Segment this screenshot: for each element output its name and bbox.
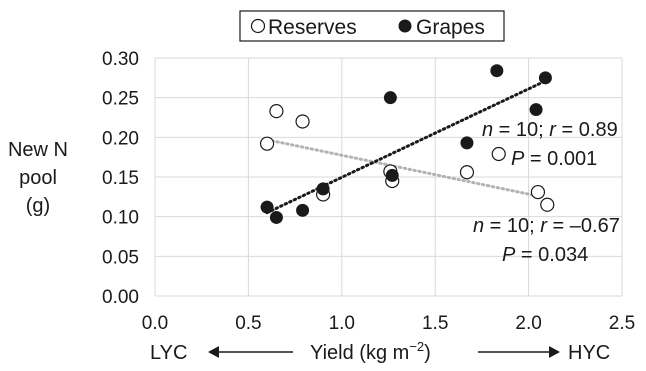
x-axis-title-close: ) xyxy=(424,342,431,364)
axis-left-label: LYC xyxy=(150,342,187,364)
x-tick-label: 0.5 xyxy=(235,313,261,334)
x-tick-label: 1.5 xyxy=(422,313,448,334)
grapes-stats-line-2: P = 0.001 xyxy=(511,148,597,170)
grapes-point xyxy=(316,182,330,196)
reserves-stats-line-1: n = 10; r = –0.67 xyxy=(473,215,620,237)
legend-label-grapes: Grapes xyxy=(416,16,485,39)
grapes-point xyxy=(460,136,474,150)
grapes-stats: n = 10; r = 0.89 P = 0.001 xyxy=(482,119,618,170)
y-tick-label: 0.25 xyxy=(102,89,139,110)
legend-marker-grapes xyxy=(398,19,412,33)
y-tick-label: 0.10 xyxy=(102,208,139,229)
x-tick-label: 2.5 xyxy=(609,313,635,334)
y-tick-label: 0.30 xyxy=(102,49,139,70)
y-tick-label: 0.00 xyxy=(102,287,139,308)
reserves-point xyxy=(259,136,275,151)
x-tick-label: 1.0 xyxy=(329,313,355,334)
grapes-stat-p: 0.001 xyxy=(547,148,597,170)
y-axis-title-line-2: pool xyxy=(19,167,57,189)
left-arrow-icon xyxy=(208,346,293,358)
grapes-point xyxy=(296,203,310,217)
legend: Reserves Grapes xyxy=(239,10,505,42)
reserves-stats: n = 10; r = –0.67 P = 0.034 xyxy=(473,215,620,266)
grapes-point xyxy=(538,71,552,85)
x-axis-title-superscript: −2 xyxy=(409,339,424,354)
y-tick-label: 0.15 xyxy=(102,168,139,189)
y-axis-title-line-3: (g) xyxy=(26,195,50,217)
x-tick-label: 0.0 xyxy=(142,313,168,334)
y-axis-title-line-1: New N xyxy=(8,139,68,161)
reserves-stat-n: 10 xyxy=(507,215,529,237)
reserves-stat-p: 0.034 xyxy=(538,244,588,266)
reserves-trend-line xyxy=(265,138,540,198)
y-tick-label: 0.05 xyxy=(102,247,139,268)
grapes-trend-line xyxy=(265,80,546,215)
x-axis-title: Yield (kg m−2) xyxy=(310,339,431,364)
trend-lines xyxy=(265,80,546,215)
y-tick-label: 0.20 xyxy=(102,128,139,149)
tick-labels: 0.00 0.05 0.10 0.15 0.20 0.25 0.30 0.0 0.5 1.0 1.5… xyxy=(102,49,635,334)
reserves-point xyxy=(459,165,475,180)
legend-box xyxy=(239,10,505,42)
reserves-point xyxy=(491,146,506,162)
grapes-stat-r: 0.89 xyxy=(579,119,618,141)
grapes-stat-n: 10 xyxy=(516,119,538,141)
reserves-point xyxy=(295,114,310,129)
data-points xyxy=(259,64,555,224)
grapes-stats-line-1: n = 10; r = 0.89 xyxy=(482,119,618,141)
axis-right-label: HYC xyxy=(568,342,610,364)
grapes-point xyxy=(385,168,399,182)
grapes-point xyxy=(490,64,504,78)
legend-marker-reserves xyxy=(250,18,266,34)
reserves-point xyxy=(269,104,284,119)
reserves-point xyxy=(530,184,546,200)
x-tick-label: 2.0 xyxy=(515,313,541,334)
grapes-point xyxy=(383,91,397,105)
reserves-stats-line-2: P = 0.034 xyxy=(502,244,588,266)
right-arrow-icon xyxy=(478,346,560,358)
x-axis-title-text: Yield (kg m xyxy=(310,342,409,364)
legend-label-reserves: Reserves xyxy=(268,16,357,39)
grapes-point xyxy=(269,210,283,224)
reserves-point xyxy=(540,197,555,212)
grapes-point xyxy=(529,103,543,117)
reserves-stat-r: –0.67 xyxy=(570,215,620,237)
grapes-point xyxy=(260,200,274,214)
